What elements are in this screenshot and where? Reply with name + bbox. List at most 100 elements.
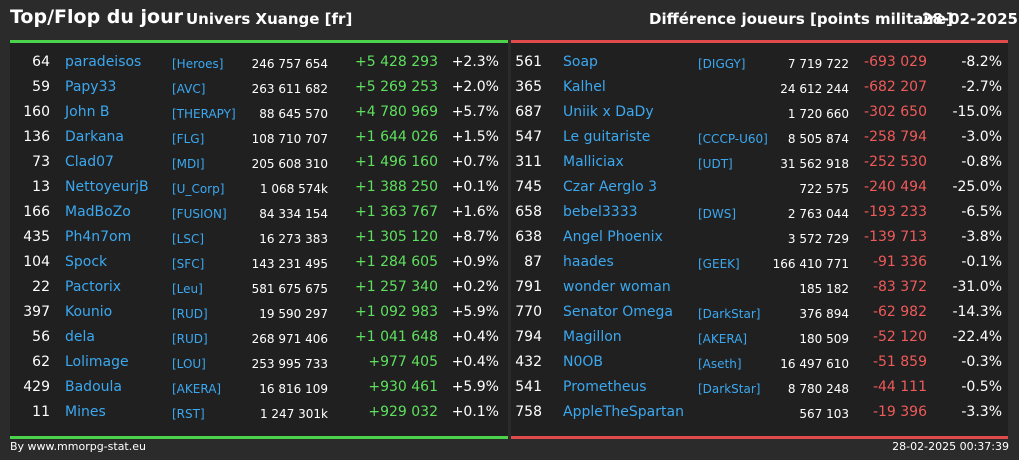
table-row: 64 paradeisos [Heroes] 246 757 654 +5 428 29…: [10, 50, 508, 75]
player-name-link[interactable]: Malliciax: [563, 154, 624, 170]
alliance-tag-link[interactable]: [RUD]: [172, 332, 208, 346]
table-row: 791 wonder woman 185 182 -83 372 -31.0%: [511, 275, 1008, 300]
points-difference: -51 859: [872, 354, 927, 370]
player-rank: 64: [32, 54, 50, 70]
percent-change: -14.3%: [952, 304, 1002, 320]
player-name-link[interactable]: Spock: [65, 254, 108, 270]
player-name-link[interactable]: Czar Aerglo 3: [563, 179, 658, 195]
player-rank: 56: [32, 329, 50, 345]
player-rank: 432: [515, 354, 542, 370]
player-name-link[interactable]: N0OB: [563, 354, 604, 370]
player-name-link[interactable]: wonder woman: [563, 279, 671, 295]
points-difference: +1 092 983: [355, 304, 438, 320]
player-name-link[interactable]: Uniik x DaDy: [563, 104, 654, 120]
player-rank: 87: [524, 254, 542, 270]
player-points: 180 509: [799, 332, 849, 346]
player-rank: 311: [515, 154, 542, 170]
percent-change: +5.9%: [451, 304, 499, 320]
points-difference: -139 713: [864, 229, 927, 245]
table-row: 104 Spock [SFC] 143 231 495 +1 284 605 +0.9%: [10, 250, 508, 275]
alliance-tag-link[interactable]: [LOU]: [172, 357, 206, 371]
percent-change: +0.4%: [451, 329, 499, 345]
points-difference: +1 644 026: [355, 129, 438, 145]
player-name-link[interactable]: Lolimage: [65, 354, 129, 370]
player-name-link[interactable]: Kounio: [65, 304, 113, 320]
percent-change: +1.5%: [451, 129, 499, 145]
player-rank: 561: [515, 54, 542, 70]
header: Top/Flop du jour Univers Xuange [fr] Dif…: [0, 0, 1019, 38]
points-difference: +929 032: [368, 404, 438, 420]
alliance-tag-link[interactable]: [UDT]: [698, 157, 733, 171]
percent-change: +5.7%: [451, 104, 499, 120]
alliance-tag-link[interactable]: [Aseth]: [698, 357, 742, 371]
alliance-tag-link[interactable]: [AKERA]: [172, 382, 222, 396]
percent-change: +0.1%: [451, 179, 499, 195]
alliance-tag-link[interactable]: [MDI]: [172, 157, 205, 171]
alliance-tag-link[interactable]: [GEEK]: [698, 257, 740, 271]
player-name-link[interactable]: Darkana: [65, 129, 125, 145]
table-row: 160 John B [THERAPY] 88 645 570 +4 780 969 +5…: [10, 100, 508, 125]
table-row: 745 Czar Aerglo 3 722 575 -240 494 -25.0%: [511, 175, 1008, 200]
player-name-link[interactable]: Le guitariste: [563, 129, 651, 145]
player-name-link[interactable]: Badoula: [65, 379, 122, 395]
percent-change: +0.9%: [451, 254, 499, 270]
alliance-tag-link[interactable]: [AKERA]: [698, 332, 748, 346]
player-name-link[interactable]: Kalhel: [563, 79, 606, 95]
points-difference: +1 041 648: [355, 329, 438, 345]
alliance-tag-link[interactable]: [DarkStar]: [698, 307, 761, 321]
alliance-tag-link[interactable]: [RUD]: [172, 307, 208, 321]
player-rank: 22: [32, 279, 50, 295]
player-points: 3 572 729: [787, 232, 849, 246]
percent-change: +0.2%: [451, 279, 499, 295]
alliance-tag-link[interactable]: [DWS]: [698, 207, 737, 221]
player-rank: 745: [515, 179, 542, 195]
player-name-link[interactable]: bebel3333: [563, 204, 638, 220]
points-difference: -252 530: [864, 154, 927, 170]
percent-change: -0.5%: [961, 379, 1002, 395]
alliance-tag-link[interactable]: [CCCP-U60]: [698, 132, 768, 146]
alliance-tag-link[interactable]: [RST]: [172, 407, 205, 421]
player-name-link[interactable]: Soap: [563, 54, 598, 70]
alliance-tag-link[interactable]: [LSC]: [172, 232, 205, 246]
alliance-tag-link[interactable]: [DIGGY]: [698, 57, 746, 71]
player-name-link[interactable]: Prometheus: [563, 379, 647, 395]
player-rank: 11: [32, 404, 50, 420]
player-rank: 791: [515, 279, 542, 295]
alliance-tag-link[interactable]: [SFC]: [172, 257, 205, 271]
alliance-tag-link[interactable]: [THERAPY]: [172, 107, 236, 121]
player-name-link[interactable]: MadBoZo: [65, 204, 131, 220]
player-name-link[interactable]: Magillon: [563, 329, 622, 345]
alliance-tag-link[interactable]: [Leu]: [172, 282, 203, 296]
player-name-link[interactable]: dela: [65, 329, 95, 345]
player-name-link[interactable]: Senator Omega: [563, 304, 673, 320]
percent-change: +2.0%: [451, 79, 499, 95]
alliance-tag-link[interactable]: [FUSION]: [172, 207, 227, 221]
player-name-link[interactable]: haades: [563, 254, 614, 270]
table-row: 56 dela [RUD] 268 971 406 +1 041 648 +0.4%: [10, 325, 508, 350]
alliance-tag-link[interactable]: [Heroes]: [172, 57, 224, 71]
points-difference: +5 269 253: [355, 79, 438, 95]
alliance-tag-link[interactable]: [U_Corp]: [172, 182, 225, 196]
player-name-link[interactable]: Mines: [65, 404, 106, 420]
player-name-link[interactable]: Clad07: [65, 154, 114, 170]
player-name-link[interactable]: NettoyeurjB: [65, 179, 149, 195]
alliance-tag-link[interactable]: [FLG]: [172, 132, 205, 146]
points-difference: -682 207: [864, 79, 927, 95]
alliance-tag-link[interactable]: [DarkStar]: [698, 382, 761, 396]
player-name-link[interactable]: Papy33: [65, 79, 117, 95]
player-rank: 13: [32, 179, 50, 195]
points-difference: +930 461: [368, 379, 438, 395]
player-name-link[interactable]: paradeisos: [65, 54, 142, 70]
player-points: 8 505 874: [787, 132, 849, 146]
player-points: 263 611 682: [251, 82, 328, 96]
alliance-tag-link[interactable]: [AVC]: [172, 82, 206, 96]
player-name-link[interactable]: AppleTheSpartan: [563, 404, 684, 420]
player-name-link[interactable]: Ph4n7om: [65, 229, 132, 245]
player-name-link[interactable]: Angel Phoenix: [563, 229, 663, 245]
player-name-link[interactable]: John B: [65, 104, 110, 120]
player-points: 16 497 610: [780, 357, 849, 371]
player-name-link[interactable]: Pactorix: [65, 279, 122, 295]
points-difference: -83 372: [872, 279, 927, 295]
table-row: 62 Lolimage [LOU] 253 995 733 +977 405 +0.4%: [10, 350, 508, 375]
player-rank: 429: [23, 379, 50, 395]
